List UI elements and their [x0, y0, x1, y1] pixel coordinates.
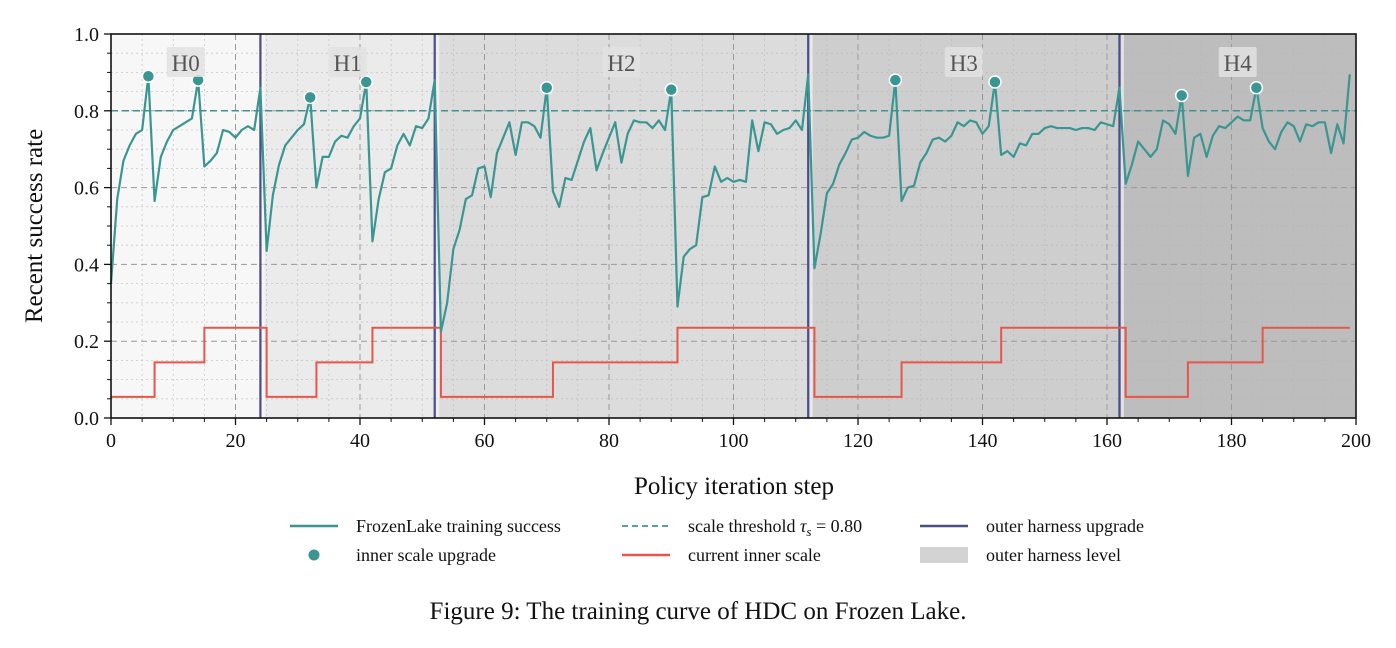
- x-tick-label: 120: [843, 430, 873, 452]
- inner-scale-upgrade-marker: [1249, 81, 1264, 95]
- legend-outer-5-swatch: [920, 547, 968, 563]
- y-tick-label: 1.0: [74, 24, 99, 46]
- legend-frozenlake-0-label: FrozenLake training success: [356, 516, 561, 536]
- inner-scale-upgrade-marker: [359, 75, 373, 89]
- y-axis-label: Recent success rate: [21, 129, 48, 323]
- harness-label-h1: H1: [333, 51, 361, 76]
- harness-label-h3: H3: [950, 51, 978, 76]
- figure-caption: Figure 9: The training curve of HDC on F…: [429, 598, 967, 625]
- legend-outer-4-label: outer harness upgrade: [986, 516, 1144, 536]
- plot-area: H0 H1 H2 H3 H4: [109, 34, 1356, 418]
- inner-scale-upgrade-marker: [141, 69, 156, 83]
- harness-label-box: [166, 47, 205, 77]
- x-tick-label: 60: [475, 430, 495, 452]
- legend-current-3-label: current inner scale: [688, 545, 821, 565]
- harness-label-box: [328, 47, 367, 77]
- legend-inner-1-label: inner scale upgrade: [356, 545, 496, 565]
- x-tick-label: 160: [1092, 430, 1122, 452]
- legend-outer-5-label: outer harness level: [986, 545, 1121, 565]
- axes: 0 20 40 60 80 100 120 140 160 180 200 0.0 0.2 0.4 0.6 0…: [74, 24, 1371, 452]
- legend: FrozenLake training success inner scale u…: [290, 516, 1144, 565]
- y-tick-label: 0.4: [74, 254, 99, 276]
- x-tick-label: 40: [350, 430, 370, 452]
- x-tick-label: 20: [226, 430, 246, 452]
- harness-label-box: [602, 47, 641, 77]
- inner-scale-upgrade-marker: [303, 90, 317, 105]
- inner-scale-upgrade-marker: [540, 81, 554, 95]
- x-tick-label: 100: [719, 430, 749, 452]
- x-tick-label: 140: [968, 430, 998, 452]
- inner-scale-upgrade-marker: [1174, 88, 1189, 103]
- inner-scale-upgrade-marker: [664, 82, 678, 97]
- harness-label-h2: H2: [607, 51, 635, 76]
- y-tick-label: 0.2: [74, 331, 99, 353]
- y-tick-label: 0.6: [74, 178, 99, 200]
- current-inner-scale-line: [111, 326, 1350, 398]
- inner-scale-upgrade-marker: [988, 75, 1002, 89]
- legend-inner-1-swatch: [308, 549, 320, 561]
- x-tick-label: 180: [1217, 430, 1247, 452]
- y-tick-label: 0.0: [74, 408, 99, 430]
- x-tick-label: 0: [106, 430, 116, 452]
- y-tick-label: 0.8: [74, 101, 99, 123]
- legend-scale-2-label: scale threshold τs = 0.80: [688, 516, 862, 539]
- x-axis-label: Policy iteration step: [634, 473, 834, 500]
- harness-label-box: [1218, 47, 1257, 77]
- x-tick-label: 80: [599, 430, 619, 452]
- harness-label-h4: H4: [1224, 51, 1253, 76]
- harness-label-h0: H0: [172, 51, 200, 76]
- harness-label-box: [944, 47, 983, 77]
- inner-scale-upgrade-marker: [888, 73, 903, 87]
- x-tick-label: 200: [1341, 430, 1371, 452]
- training-success-line: [109, 73, 1351, 333]
